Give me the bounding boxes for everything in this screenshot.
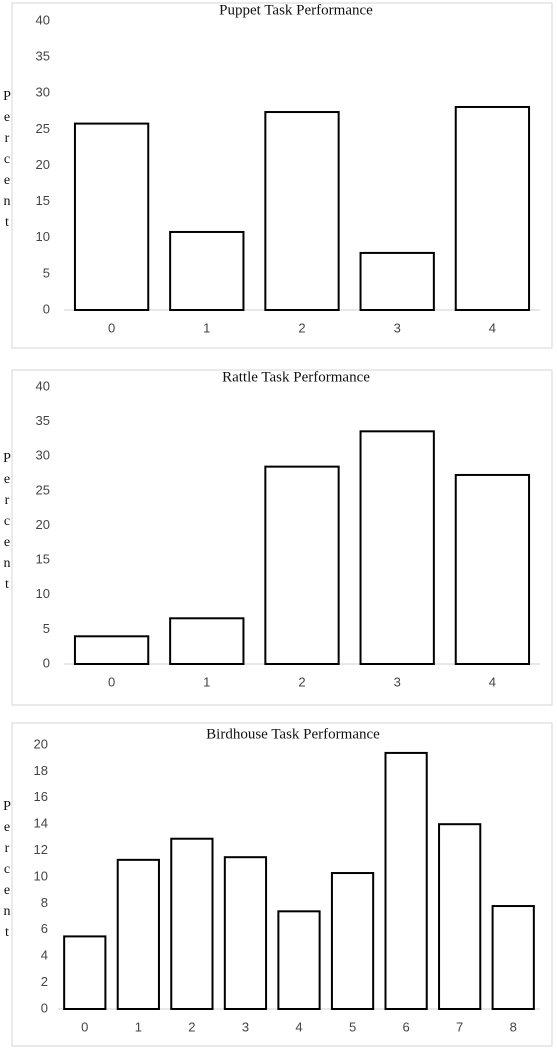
bar-2 bbox=[264, 111, 340, 311]
y-tick-label: 25 bbox=[36, 121, 50, 136]
bar-0 bbox=[73, 122, 150, 311]
y-tick-label: 18 bbox=[34, 763, 48, 778]
y-tick-label: 16 bbox=[34, 789, 48, 804]
x-tick-label: 2 bbox=[298, 674, 305, 689]
x-tick-label: 3 bbox=[242, 1019, 249, 1034]
y-tick-label: 4 bbox=[41, 948, 48, 963]
x-tick-label: 3 bbox=[394, 674, 401, 689]
y-tick-label: 15 bbox=[36, 193, 50, 208]
bar-1 bbox=[116, 858, 160, 1011]
x-tick-label: 1 bbox=[203, 674, 210, 689]
bar-5 bbox=[330, 872, 375, 1010]
bar-1 bbox=[169, 617, 245, 665]
bar-4 bbox=[454, 105, 531, 312]
bar-2 bbox=[170, 837, 214, 1010]
y-tick-label: 20 bbox=[36, 157, 50, 172]
x-tick-label: 4 bbox=[489, 320, 496, 335]
chart-title: Rattle Task Performance bbox=[222, 369, 370, 385]
bar-3 bbox=[359, 430, 435, 665]
y-tick-label: 0 bbox=[41, 1000, 48, 1015]
y-tick-label: 6 bbox=[41, 921, 48, 936]
y-tick-label: 10 bbox=[36, 229, 50, 244]
x-tick-label: 3 bbox=[394, 320, 401, 335]
bar-7 bbox=[438, 823, 482, 1011]
bar-3 bbox=[223, 856, 268, 1011]
y-tick-label: 0 bbox=[43, 301, 50, 316]
y-tick-label: 30 bbox=[36, 448, 50, 463]
x-tick-label: 6 bbox=[402, 1019, 409, 1034]
y-tick-label: 25 bbox=[36, 482, 50, 497]
x-tick-label: 2 bbox=[188, 1019, 195, 1034]
bar-0 bbox=[73, 635, 150, 665]
x-tick-label: 5 bbox=[349, 1019, 356, 1034]
y-tick-label: 8 bbox=[41, 895, 48, 910]
y-tick-label: 10 bbox=[34, 868, 48, 883]
bar-1 bbox=[169, 230, 245, 311]
x-tick-label: 7 bbox=[456, 1019, 463, 1034]
x-tick-label: 0 bbox=[108, 674, 115, 689]
y-tick-label: 30 bbox=[36, 85, 50, 100]
x-tick-label: 8 bbox=[510, 1019, 517, 1034]
x-tick-label: 1 bbox=[203, 320, 210, 335]
y-tick-label: 20 bbox=[36, 517, 50, 532]
y-tick-label: 12 bbox=[34, 842, 48, 857]
chart-frame bbox=[11, 2, 553, 349]
x-tick-label: 0 bbox=[81, 1019, 88, 1034]
y-tick-label: 0 bbox=[43, 655, 50, 670]
y-tick-label: 10 bbox=[36, 586, 50, 601]
chart-title: Birdhouse Task Performance bbox=[206, 726, 380, 742]
bar-4 bbox=[277, 910, 321, 1011]
bar-3 bbox=[359, 251, 435, 311]
bar-0 bbox=[63, 935, 107, 1011]
bar-2 bbox=[264, 465, 340, 666]
bar-4 bbox=[454, 473, 531, 666]
chart-frame bbox=[11, 369, 553, 706]
y-tick-label: 35 bbox=[36, 413, 50, 428]
x-tick-label: 4 bbox=[295, 1019, 302, 1034]
y-tick-label: 35 bbox=[36, 49, 50, 64]
x-tick-label: 1 bbox=[135, 1019, 142, 1034]
chart-frame bbox=[11, 722, 553, 1047]
y-tick-label: 5 bbox=[43, 265, 50, 280]
y-tick-label: 14 bbox=[34, 816, 48, 831]
y-tick-label: 2 bbox=[41, 974, 48, 989]
chart-title: Puppet Task Performance bbox=[219, 2, 373, 18]
y-tick-label: 5 bbox=[43, 621, 50, 636]
bar-8 bbox=[491, 905, 535, 1010]
bar-6 bbox=[384, 751, 428, 1010]
y-tick-label: 20 bbox=[34, 736, 48, 751]
x-tick-label: 0 bbox=[108, 320, 115, 335]
y-tick-label: 40 bbox=[36, 378, 50, 393]
y-tick-label: 15 bbox=[36, 552, 50, 567]
x-tick-label: 4 bbox=[489, 674, 496, 689]
y-tick-label: 40 bbox=[36, 12, 50, 27]
x-tick-label: 2 bbox=[298, 320, 305, 335]
